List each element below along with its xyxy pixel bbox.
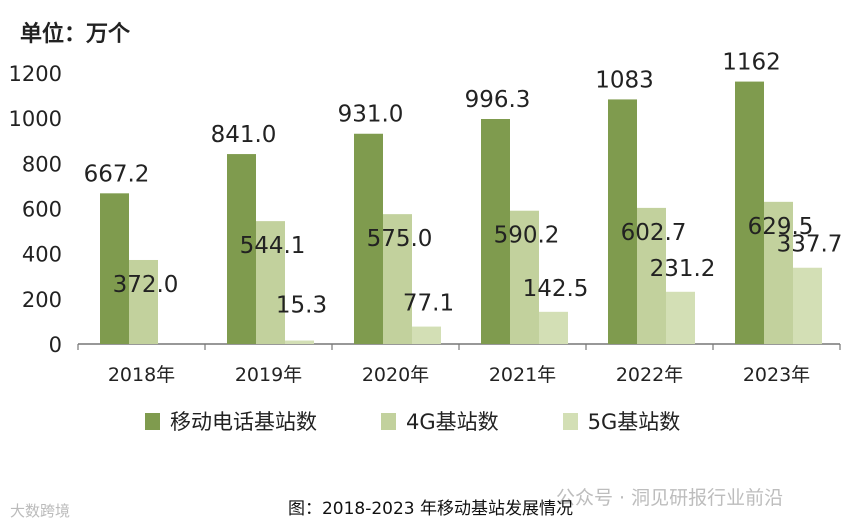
- y-tick-label-400: 400: [22, 243, 62, 267]
- data-label-4g: 544.1: [240, 233, 306, 259]
- bar-4g: [129, 259, 158, 344]
- y-tick-label-600: 600: [22, 198, 62, 222]
- bar-5g: [793, 267, 822, 344]
- data-label-mobile: 996.3: [465, 87, 531, 113]
- bars: [100, 81, 822, 344]
- legend-item-5g: 5G基站数: [562, 406, 681, 436]
- watermark-right: 公众号 · 洞见研报行业前沿: [556, 487, 784, 509]
- data-label-5g: 231.2: [650, 256, 716, 282]
- bar-mobile: [481, 119, 510, 344]
- legend-label-4g: 4G基站数: [406, 410, 499, 434]
- bar-5g: [412, 326, 441, 344]
- legend-swatch-4g: [381, 412, 396, 430]
- x-tick-label: 2019年: [235, 364, 302, 386]
- x-tick-label: 2021年: [489, 364, 556, 386]
- bar-mobile: [735, 81, 764, 344]
- legend-swatch-mobile: [145, 412, 160, 430]
- y-tick-label-1200: 1200: [9, 62, 62, 86]
- data-label-5g: 337.7: [777, 232, 843, 258]
- data-label-4g: 629.5: [748, 214, 814, 240]
- bar-mobile: [608, 99, 637, 344]
- bar-4g: [256, 221, 285, 344]
- data-label-5g: 142.5: [523, 276, 589, 302]
- legend-label-5g: 5G基站数: [587, 410, 681, 434]
- data-label-mobile: 931.0: [338, 102, 404, 128]
- data-label-5g: 77.1: [403, 291, 454, 317]
- x-tick-label: 2023年: [743, 364, 810, 386]
- data-label-4g: 602.7: [621, 220, 687, 246]
- bar-4g: [510, 210, 539, 344]
- data-label-5g: 15.3: [276, 293, 327, 319]
- legend-item-4g: 4G基站数: [381, 406, 499, 436]
- y-tick-label-200: 200: [22, 288, 62, 312]
- unit-label: 单位：万个: [20, 22, 131, 47]
- value-labels: 667.2 841.0 931.0 996.3 1083 1162 372.0 544.1 57…: [84, 50, 843, 319]
- y-tick-label-800: 800: [22, 152, 62, 176]
- bar-4g: [637, 207, 666, 344]
- data-label-4g: 590.2: [494, 223, 560, 249]
- data-label-4g: 372.0: [113, 272, 179, 298]
- data-label-mobile: 667.2: [84, 161, 150, 187]
- watermark-left: 大数跨境: [10, 502, 71, 520]
- x-tick-label: 2020年: [362, 364, 429, 386]
- bar-mobile: [100, 193, 129, 344]
- data-label-4g: 575.0: [367, 226, 433, 252]
- bar-mobile: [354, 133, 383, 344]
- x-tick-label: 2018年: [108, 364, 175, 386]
- bar-5g: [666, 291, 695, 344]
- figure-caption: 图：2018-2023 年移动基站发展情况: [287, 499, 574, 519]
- y-tick-label-1000: 1000: [9, 107, 62, 131]
- legend-label-mobile: 移动电话基站数: [170, 410, 317, 434]
- x-tick-label: 2022年: [616, 364, 683, 386]
- data-label-mobile: 1162: [722, 50, 781, 76]
- bar-4g: [383, 214, 412, 344]
- legend-item-mobile: 移动电话基站数: [145, 406, 317, 436]
- y-tick-label-0: 0: [49, 333, 62, 357]
- y-axis-ticks: 0 200 400 600 800 1000 1200: [9, 62, 62, 357]
- bar-chart: 0 200 400 600 800 1000 1200 2018年 2019年 2020年 202…: [9, 50, 843, 386]
- data-label-mobile: 841.0: [211, 122, 277, 148]
- bar-mobile: [227, 154, 256, 344]
- x-axis: 2018年 2019年 2020年 2021年 2022年 2023年: [77, 343, 841, 386]
- legend-swatch-5g: [562, 412, 578, 430]
- legend: 移动电话基站数 4G基站数 5G基站数: [145, 406, 744, 436]
- bar-5g: [539, 311, 568, 344]
- bar-5g: [285, 340, 314, 344]
- data-label-mobile: 1083: [595, 67, 654, 93]
- bar-4g: [764, 201, 793, 344]
